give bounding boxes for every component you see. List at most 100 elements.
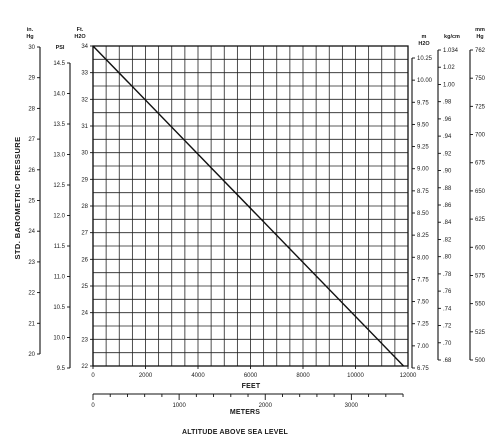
scale-mm-hg-tick-label: 750 [475, 76, 486, 82]
scale-ft-h2o-tick-label: 33 [81, 71, 88, 77]
scale-psi-tick-label: 12.0 [53, 214, 65, 220]
scale-kg-cm-tick-label: .86 [443, 203, 452, 209]
scale-m-h2o-tick-label: 9.25 [417, 145, 429, 151]
scale-mm-hg-tick-label: 700 [475, 133, 486, 139]
meters-scale-tick-label: 0 [91, 403, 95, 409]
scale-m-h2o-tick-label: 9.00 [417, 167, 429, 173]
scale-m-h2o-tick-label: 7.25 [417, 322, 429, 328]
scale-m-h2o-tick-label: 9.50 [417, 122, 429, 128]
scale-in-hg-unit: in. [27, 27, 34, 33]
scale-kg-cm-tick-label: .78 [443, 272, 452, 278]
scale-kg-cm-tick-label: .68 [443, 358, 452, 364]
scale-in-hg-tick-label: 30 [28, 45, 35, 51]
scale-mm-hg-tick-label: 725 [475, 104, 486, 110]
scale-m-h2o-tick-label: 9.75 [417, 100, 429, 106]
x-axis-feet-tick-label: 2000 [139, 373, 153, 379]
y-axis-title: STD. BAROMETRIC PRESSURE [13, 137, 22, 260]
scale-kg-cm-tick-label: .88 [443, 186, 452, 192]
scale-kg-cm-tick-label: .80 [443, 255, 452, 261]
scale-kg-cm-unit: kg/cm [444, 34, 460, 40]
scale-psi-tick-label: 13.5 [53, 122, 65, 128]
scale-ft-h2o-tick-label: 25 [81, 284, 88, 290]
scale-ft-h2o-unit-2: H2O [74, 34, 86, 40]
scale-m-h2o-unit-2: H2O [418, 41, 430, 47]
scale-ft-h2o-tick-label: 22 [81, 364, 88, 370]
scale-psi-tick-label: 9.5 [57, 366, 66, 372]
scale-kg-cm-tick-label: .90 [443, 169, 452, 175]
scale-mm-hg-tick-label: 650 [475, 189, 486, 195]
scale-in-hg-tick-label: 26 [28, 168, 35, 174]
scale-ft-h2o-tick-label: 31 [81, 124, 88, 130]
scale-kg-cm-tick-label: .98 [443, 100, 452, 106]
scale-ft-h2o-tick-label: 24 [81, 311, 88, 317]
scale-in-hg-unit-2: Hg [26, 34, 33, 40]
scale-psi-tick-label: 11.0 [54, 275, 66, 281]
scale-mm-hg-unit: mm [475, 27, 485, 33]
scale-kg-cm-tick-label: .76 [443, 289, 452, 295]
x-axis-title-feet: FEET [242, 383, 261, 390]
x-axis-title-meters: METERS [230, 409, 261, 416]
scale-m-h2o-tick-label: 7.00 [417, 344, 429, 350]
scale-m-h2o-tick-label: 7.75 [417, 277, 429, 283]
scale-m-h2o-tick-label: 8.50 [417, 211, 429, 217]
scale-in-hg-tick-label: 25 [28, 199, 35, 205]
scale-kg-cm-tick-label: .94 [443, 134, 452, 140]
scale-m-h2o-tick-label: 10.25 [417, 56, 433, 62]
x-axis-feet-tick-label: 10000 [347, 373, 364, 379]
scale-mm-hg-tick-label: 525 [475, 330, 486, 336]
scale-kg-cm-tick-label: .70 [443, 341, 452, 347]
scale-kg-cm-tick-label: .82 [443, 237, 452, 243]
scale-mm-hg-tick-label: 575 [475, 273, 486, 279]
scale-m-h2o-tick-label: 7.50 [417, 300, 429, 306]
scale-ft-h2o-tick-label: 28 [81, 204, 88, 210]
scale-psi-tick-label: 14.5 [53, 61, 65, 67]
scale-ft-h2o-tick-label: 27 [81, 231, 88, 237]
scale-kg-cm-tick-label: 1.00 [443, 82, 455, 88]
series-line [92, 45, 405, 367]
scale-in-hg-tick-label: 20 [28, 352, 35, 358]
scale-m-h2o-tick-label: 8.25 [417, 233, 429, 239]
scale-mm-hg-tick-label: 675 [475, 161, 486, 167]
meters-scale-tick-label: 2000 [259, 403, 273, 409]
scale-m-h2o-tick-label: 8.75 [417, 189, 429, 195]
scale-kg-cm-tick-label: 1.02 [443, 65, 455, 71]
scale-ft-h2o-tick-label: 26 [81, 257, 88, 263]
scale-in-hg-tick-label: 29 [28, 76, 35, 82]
scale-mm-hg-tick-label: 762 [475, 48, 486, 54]
scale-in-hg-tick-label: 27 [28, 137, 35, 143]
scale-mm-hg-unit-2: Hg [476, 34, 483, 40]
meters-scale-tick-label: 1000 [172, 403, 186, 409]
scale-mm-hg-tick-label: 500 [475, 358, 486, 364]
scale-psi-tick-label: 10.0 [53, 336, 65, 342]
scale-kg-cm-tick-label: .84 [443, 220, 452, 226]
meters-scale-tick-label: 3000 [345, 403, 359, 409]
scale-m-h2o-unit: m [422, 34, 427, 40]
scale-in-hg-tick-label: 28 [28, 106, 35, 112]
scale-kg-cm-tick-label: .92 [443, 151, 452, 157]
scale-psi-unit: PSI [56, 45, 65, 51]
scale-mm-hg-tick-label: 550 [475, 302, 486, 308]
x-axis-feet-tick-label: 6000 [244, 373, 258, 379]
scale-in-hg-tick-label: 24 [28, 229, 35, 235]
scale-psi-tick-label: 12.5 [53, 183, 65, 189]
scale-kg-cm-tick-label: .96 [443, 117, 452, 123]
grid [93, 46, 408, 366]
scale-in-hg-tick-label: 22 [28, 291, 35, 297]
scale-psi-tick-label: 14.0 [53, 92, 65, 98]
scale-in-hg-tick-label: 23 [28, 260, 35, 266]
bottom-title: ALTITUDE ABOVE SEA LEVEL [182, 429, 289, 436]
axes-layer: 3029282726252423222120in.Hg14.514.013.51… [26, 27, 485, 409]
x-axis-feet-tick-label: 8000 [296, 373, 310, 379]
scale-kg-cm-tick-label: .74 [443, 306, 452, 312]
scale-psi-tick-label: 11.5 [54, 244, 66, 250]
scale-in-hg-tick-label: 21 [28, 321, 35, 327]
scale-ft-h2o-tick-label: 34 [81, 44, 88, 50]
x-axis-feet-tick-label: 12000 [400, 373, 417, 379]
x-axis-feet-tick-label: 4000 [191, 373, 205, 379]
scale-m-h2o-tick-label: 10.00 [417, 78, 433, 84]
series-layer [92, 45, 405, 367]
scale-ft-h2o-tick-label: 23 [81, 337, 88, 343]
scale-ft-h2o-tick-label: 30 [81, 151, 88, 157]
scale-kg-cm-tick-label: .72 [443, 324, 452, 330]
